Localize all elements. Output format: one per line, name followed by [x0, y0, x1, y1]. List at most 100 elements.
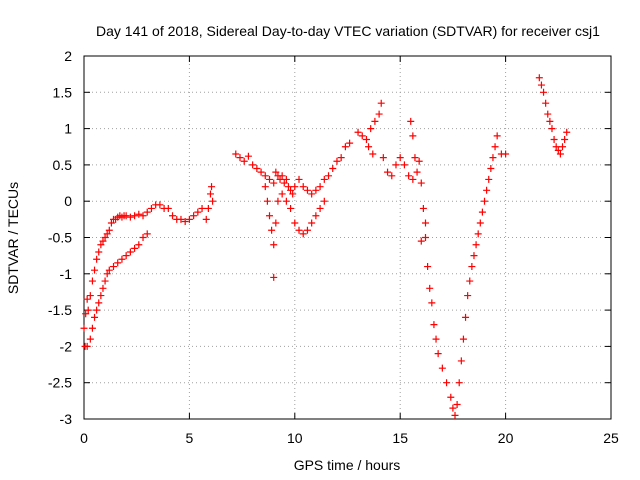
data-point-marker — [202, 215, 210, 223]
data-point-marker — [91, 313, 99, 321]
data-point-marker — [434, 350, 442, 358]
data-point-marker — [194, 208, 202, 216]
data-point-marker — [358, 132, 366, 140]
data-point-marker — [204, 204, 212, 212]
data-point-marker — [95, 248, 103, 256]
data-point-marker — [147, 204, 155, 212]
data-point-marker — [88, 324, 96, 332]
data-point-marker — [253, 165, 261, 173]
x-tick-label: 20 — [498, 430, 514, 446]
data-point-marker — [82, 310, 90, 318]
axis-ticks: 0 5 10 15 20 25 -3 -2.5 -2 -1.5 -1 -0.5 0 0.5 1 1.5 2 — [48, 48, 619, 446]
data-point-marker — [329, 165, 337, 173]
data-point-marker — [126, 213, 134, 221]
data-point-marker — [284, 183, 292, 191]
data-point-marker — [537, 81, 545, 89]
y-tick-label: -3 — [60, 411, 73, 427]
data-points — [80, 74, 571, 419]
data-point-marker — [462, 313, 470, 321]
y-tick-label: 2 — [64, 48, 72, 64]
data-point-marker — [101, 277, 109, 285]
y-tick-label: -1 — [60, 266, 73, 282]
y-tick-label: 0.5 — [53, 157, 73, 173]
data-point-marker — [206, 190, 214, 198]
data-point-marker — [320, 197, 328, 205]
data-point-marker — [270, 179, 278, 187]
data-point-marker — [481, 197, 489, 205]
data-point-marker — [544, 110, 552, 118]
data-point-marker — [266, 212, 274, 220]
data-point-marker — [244, 152, 252, 160]
data-point-marker — [135, 241, 143, 249]
data-point-marker — [303, 186, 311, 194]
data-point-marker — [341, 143, 349, 151]
data-point-marker — [316, 183, 324, 191]
data-point-marker — [143, 230, 151, 238]
data-point-marker — [407, 117, 415, 125]
data-point-marker — [257, 168, 265, 176]
x-tick-label: 25 — [603, 430, 619, 446]
data-point-marker — [270, 273, 278, 281]
data-point-marker — [491, 143, 499, 151]
data-point-marker — [86, 292, 94, 300]
data-point-marker — [291, 219, 299, 227]
data-point-marker — [276, 175, 284, 183]
data-point-marker — [280, 179, 288, 187]
data-point-marker — [550, 135, 558, 143]
x-tick-label: 0 — [80, 430, 88, 446]
data-point-marker — [384, 168, 392, 176]
data-point-marker — [105, 226, 113, 234]
x-axis-label: GPS time / hours — [294, 457, 401, 473]
data-point-marker — [289, 190, 297, 198]
data-point-marker — [139, 212, 147, 220]
data-point-marker — [409, 132, 417, 140]
data-point-marker — [105, 266, 113, 274]
data-point-marker — [308, 190, 316, 198]
data-point-marker — [561, 135, 569, 143]
data-point-marker — [535, 74, 543, 82]
data-point-marker — [377, 99, 385, 107]
data-point-marker — [472, 241, 480, 249]
x-tick-label: 10 — [287, 430, 303, 446]
data-point-marker — [421, 234, 429, 241]
data-point-marker — [487, 165, 495, 173]
data-point-marker — [312, 212, 320, 220]
data-point-marker — [198, 204, 206, 212]
data-point-marker — [413, 168, 421, 176]
data-point-marker — [103, 230, 111, 238]
x-tick-label: 15 — [392, 430, 408, 446]
plot-frame — [83, 55, 612, 420]
data-point-marker — [415, 157, 423, 165]
data-point-marker — [164, 204, 172, 212]
data-point-marker — [110, 263, 118, 271]
data-point-marker — [139, 234, 147, 241]
data-point-marker — [122, 252, 130, 260]
data-point-marker — [261, 172, 269, 180]
data-point-marker — [118, 255, 126, 263]
data-point-marker — [556, 150, 564, 158]
data-point-marker — [272, 219, 280, 227]
data-point-marker — [181, 218, 189, 226]
data-point-marker — [459, 335, 467, 343]
data-point-marker — [371, 117, 379, 125]
data-point-marker — [489, 154, 497, 162]
data-point-marker — [369, 150, 377, 158]
data-point-marker — [379, 154, 387, 162]
data-point-marker — [405, 172, 413, 180]
data-point-marker — [278, 190, 286, 198]
data-point-marker — [388, 172, 396, 180]
data-point-marker — [411, 154, 419, 162]
data-point-marker — [337, 154, 345, 162]
data-point-marker — [177, 215, 185, 223]
data-point-marker — [552, 143, 560, 151]
data-point-marker — [274, 197, 282, 205]
data-point-marker — [103, 270, 111, 278]
y-tick-label: -1.5 — [48, 302, 72, 318]
data-point-marker — [483, 186, 491, 194]
data-point-marker — [190, 212, 198, 220]
data-point-marker — [478, 208, 486, 216]
data-point-marker — [114, 259, 122, 267]
data-point-marker — [95, 299, 103, 307]
data-point-marker — [236, 154, 244, 162]
